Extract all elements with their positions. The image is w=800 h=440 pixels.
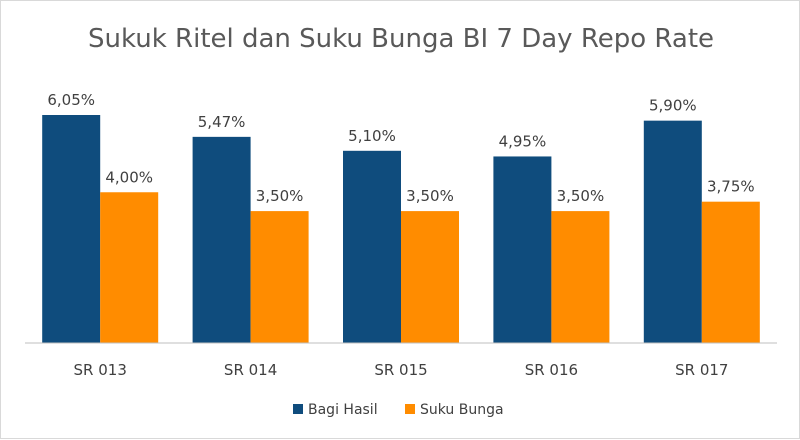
bar-suku-bunga-2 <box>250 211 309 343</box>
x-tick-label: SR 015 <box>374 361 427 379</box>
data-label: 3,50% <box>557 187 605 205</box>
legend-swatch-suku-bunga <box>405 404 415 414</box>
bar-bagi-hasil-1 <box>42 115 101 343</box>
bar-suku-bunga-4 <box>551 211 610 343</box>
data-label: 5,90% <box>649 97 697 115</box>
x-tick-label: SR 014 <box>224 361 277 379</box>
bar-suku-bunga-3 <box>401 211 459 343</box>
legend-swatch-bagi-hasil <box>293 404 303 414</box>
legend-label-suku-bunga: Suku Bunga <box>420 402 504 418</box>
bar-bagi-hasil-2 <box>192 136 251 343</box>
chart-title: Sukuk Ritel dan Suku Bunga BI 7 Day Repo… <box>88 24 714 54</box>
data-label: 3,75% <box>707 178 755 196</box>
legend: Bagi Hasil Suku Bunga <box>293 402 504 418</box>
x-tick-label: SR 016 <box>525 361 578 379</box>
bar-suku-bunga-5 <box>701 201 760 343</box>
data-label: 4,95% <box>499 132 547 150</box>
x-tick-label: SR 013 <box>74 361 127 379</box>
bars-layer: 6,05% 4,00% 5,47% 3,50% 5,10% 3,50% 4,95% 3,50%… <box>42 91 760 343</box>
category-labels: SR 013 SR 014 SR 015 SR 016 SR 017 <box>74 361 729 379</box>
bar-bagi-hasil-5 <box>643 120 702 343</box>
bar-bagi-hasil-3 <box>343 150 401 343</box>
bar-bagi-hasil-4 <box>493 156 552 343</box>
data-label: 5,47% <box>198 113 246 131</box>
data-label: 5,10% <box>348 127 396 145</box>
data-label: 4,00% <box>105 168 153 186</box>
x-tick-label: SR 017 <box>675 361 728 379</box>
bar-suku-bunga-1 <box>100 192 159 343</box>
legend-label-bagi-hasil: Bagi Hasil <box>308 402 378 418</box>
data-label: 6,05% <box>47 91 95 109</box>
data-label: 3,50% <box>256 187 304 205</box>
data-label: 3,50% <box>406 187 454 205</box>
